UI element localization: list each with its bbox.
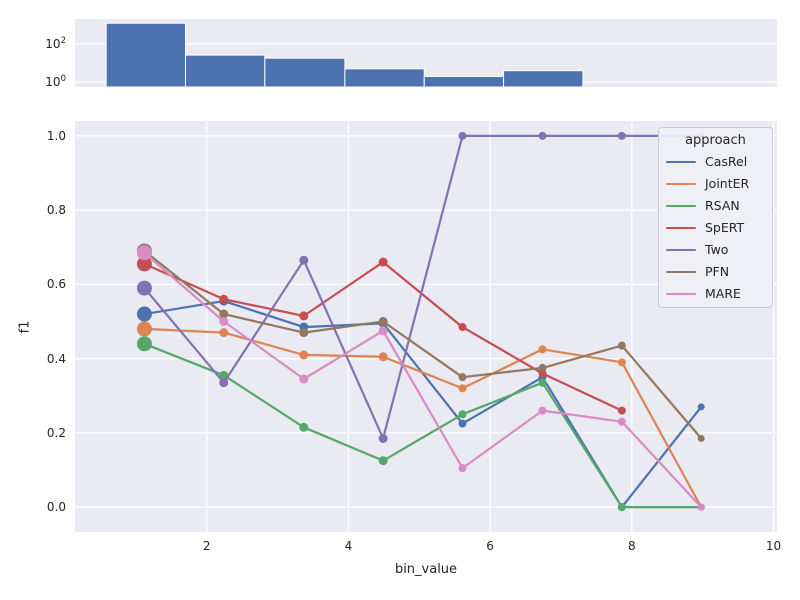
marker-SpERT xyxy=(458,323,467,332)
marker-JointER xyxy=(219,328,229,338)
marker-MARE xyxy=(538,406,547,415)
marker-PFN xyxy=(299,328,309,338)
marker-MARE xyxy=(697,503,705,511)
marker-JointER xyxy=(378,352,388,362)
main-xtick-label: 10 xyxy=(765,539,782,553)
marker-Two xyxy=(136,280,152,296)
legend-item-spert: SpERT xyxy=(659,217,772,239)
marker-CasRel xyxy=(136,306,152,322)
histogram-axes xyxy=(75,19,777,87)
marker-JointER xyxy=(617,358,626,367)
legend-item-jointer: JointER xyxy=(659,173,772,195)
line-Two xyxy=(143,134,703,440)
marker-RSAN xyxy=(538,378,547,387)
legend-item-pfn: PFN xyxy=(659,261,772,283)
legend-line-swatch xyxy=(666,204,696,208)
histogram-bar xyxy=(423,75,505,87)
main-ytick-label: 0.0 xyxy=(46,500,66,515)
line-plot xyxy=(75,121,777,532)
histogram-plot xyxy=(75,22,777,87)
marker-PFN xyxy=(617,341,626,350)
marker-CasRel xyxy=(697,403,705,411)
main-xtick-label: 6 xyxy=(486,539,494,553)
legend-item-label: Two xyxy=(705,241,729,257)
legend-item-two: Two xyxy=(659,239,772,261)
marker-SpERT xyxy=(219,294,229,304)
marker-PFN xyxy=(538,363,547,372)
marker-MARE xyxy=(219,316,229,326)
marker-JointER xyxy=(458,384,467,393)
marker-PFN xyxy=(219,309,229,319)
marker-MARE xyxy=(617,417,626,426)
marker-Two xyxy=(617,131,626,140)
histogram-bar xyxy=(185,54,266,87)
legend-item-rsan: RSAN xyxy=(659,195,772,217)
marker-JointER xyxy=(136,321,152,337)
legend-item-mare: MARE xyxy=(659,283,772,305)
legend-line-swatch xyxy=(666,182,696,186)
marker-MARE xyxy=(458,464,467,473)
marker-RSAN xyxy=(136,336,152,352)
marker-Two xyxy=(378,433,388,443)
main-xtick-label: 4 xyxy=(344,539,353,553)
legend-item-label: JointER xyxy=(705,175,750,191)
marker-SpERT xyxy=(299,311,309,321)
legend: approach CasRel JointER RSAN SpERT Two PFN MAR… xyxy=(658,127,773,308)
legend-item-label: SpERT xyxy=(705,219,745,235)
histogram-bar xyxy=(105,22,187,87)
main-xtick-label: 2 xyxy=(202,539,211,553)
legend-line-swatch xyxy=(666,160,696,164)
legend-item-label: PFN xyxy=(705,263,730,279)
line-RSAN xyxy=(143,342,703,509)
marker-RSAN xyxy=(458,410,467,419)
legend-item-casrel: CasRel xyxy=(659,151,772,173)
x-axis-label: bin_value xyxy=(394,562,458,577)
marker-JointER xyxy=(299,350,309,360)
marker-MARE xyxy=(299,374,309,384)
legend-line-swatch xyxy=(666,226,696,230)
y-axis-label: f1 xyxy=(17,320,33,334)
marker-SpERT xyxy=(136,256,152,272)
marker-SpERT xyxy=(378,257,388,267)
legend-item-label: RSAN xyxy=(705,197,740,213)
marker-PFN xyxy=(378,316,388,326)
marker-PFN xyxy=(458,373,467,382)
legend-items: CasRel JointER RSAN SpERT Two PFN MARE xyxy=(659,151,772,305)
main-ytick-label: 1.0 xyxy=(46,128,66,143)
marker-MARE xyxy=(378,326,388,336)
legend-line-swatch xyxy=(666,270,696,274)
legend-item-label: CasRel xyxy=(705,153,748,169)
marker-RSAN xyxy=(617,503,626,512)
main-xtick-label: 8 xyxy=(627,539,636,553)
marker-SpERT xyxy=(538,369,547,378)
marker-CasRel xyxy=(458,419,467,428)
legend-title: approach xyxy=(685,133,746,148)
marker-RSAN xyxy=(299,422,309,432)
histogram-bar xyxy=(503,70,584,87)
legend-item-label: MARE xyxy=(705,285,741,301)
legend-line-swatch xyxy=(666,248,696,252)
main-ytick-label: 0.4 xyxy=(46,351,66,366)
marker-Two xyxy=(458,131,467,140)
hist-ytick-label: 102 xyxy=(45,35,66,51)
marker-RSAN xyxy=(378,456,388,466)
line-JointER xyxy=(143,327,703,509)
marker-MARE xyxy=(136,245,152,261)
marker-Two xyxy=(299,255,309,265)
line-PFN xyxy=(143,249,703,440)
marker-Two xyxy=(538,131,547,140)
main-ytick-label: 0.2 xyxy=(46,425,66,440)
marker-SpERT xyxy=(617,406,626,415)
marker-JointER xyxy=(538,345,547,354)
marker-PFN xyxy=(697,434,705,442)
hist-ytick-label: 100 xyxy=(45,73,66,89)
histogram-bar xyxy=(344,68,425,87)
line-MARE xyxy=(143,251,703,509)
legend-line-swatch xyxy=(666,292,696,296)
marker-Two xyxy=(219,378,229,388)
histogram-bar xyxy=(264,57,346,87)
main-ytick-label: 0.8 xyxy=(46,203,66,218)
main-ytick-label: 0.6 xyxy=(46,277,66,292)
